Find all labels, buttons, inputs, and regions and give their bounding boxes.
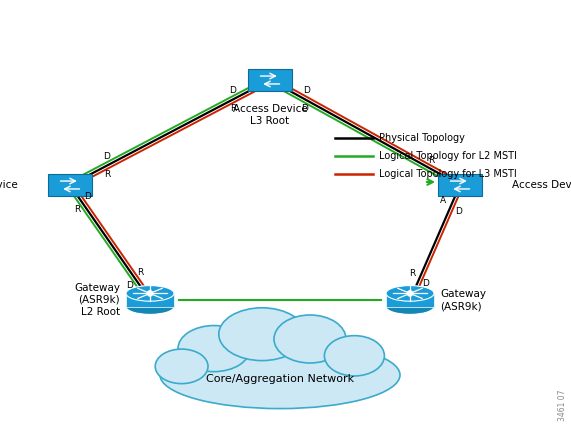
Text: Gateway
(ASR9k)
L2 Root: Gateway (ASR9k) L2 Root: [74, 283, 120, 317]
Text: D: D: [301, 104, 308, 113]
Text: Access Device
L3 Root: Access Device L3 Root: [232, 104, 307, 126]
Text: Logical Topology for L2 MSTI: Logical Topology for L2 MSTI: [379, 151, 517, 161]
Text: Access Device: Access Device: [512, 180, 571, 190]
Ellipse shape: [155, 349, 208, 384]
Ellipse shape: [126, 299, 174, 314]
Text: R: R: [74, 204, 80, 214]
Text: Core/Aggregation Network: Core/Aggregation Network: [206, 374, 354, 384]
Text: Logical Topology for L3 MSTI: Logical Topology for L3 MSTI: [379, 169, 517, 179]
Text: D: D: [455, 207, 462, 216]
FancyBboxPatch shape: [386, 293, 434, 306]
Text: D: D: [229, 86, 236, 95]
Text: R: R: [104, 170, 111, 179]
Circle shape: [407, 290, 413, 297]
Text: D: D: [303, 86, 309, 95]
Text: A: A: [440, 196, 447, 205]
Ellipse shape: [386, 299, 434, 314]
Text: R: R: [138, 268, 144, 277]
Text: D: D: [103, 153, 110, 162]
FancyBboxPatch shape: [248, 69, 292, 91]
Text: R: R: [409, 269, 416, 278]
FancyBboxPatch shape: [126, 293, 174, 306]
Ellipse shape: [274, 315, 346, 363]
Text: Access Device: Access Device: [0, 180, 18, 190]
Ellipse shape: [386, 286, 434, 301]
Ellipse shape: [126, 286, 174, 301]
Ellipse shape: [324, 336, 384, 376]
Ellipse shape: [160, 341, 400, 408]
Text: Gateway
(ASR9k): Gateway (ASR9k): [440, 289, 486, 311]
Text: D: D: [85, 192, 91, 201]
Circle shape: [147, 290, 154, 297]
Text: D: D: [423, 279, 429, 288]
Ellipse shape: [219, 308, 305, 360]
Text: R: R: [428, 156, 435, 164]
Ellipse shape: [178, 326, 250, 371]
Text: R: R: [231, 104, 237, 113]
FancyBboxPatch shape: [438, 174, 482, 196]
Text: 3461 07: 3461 07: [558, 389, 567, 421]
FancyBboxPatch shape: [48, 174, 92, 196]
Text: Physical Topology: Physical Topology: [379, 133, 465, 143]
Text: D: D: [126, 280, 133, 289]
